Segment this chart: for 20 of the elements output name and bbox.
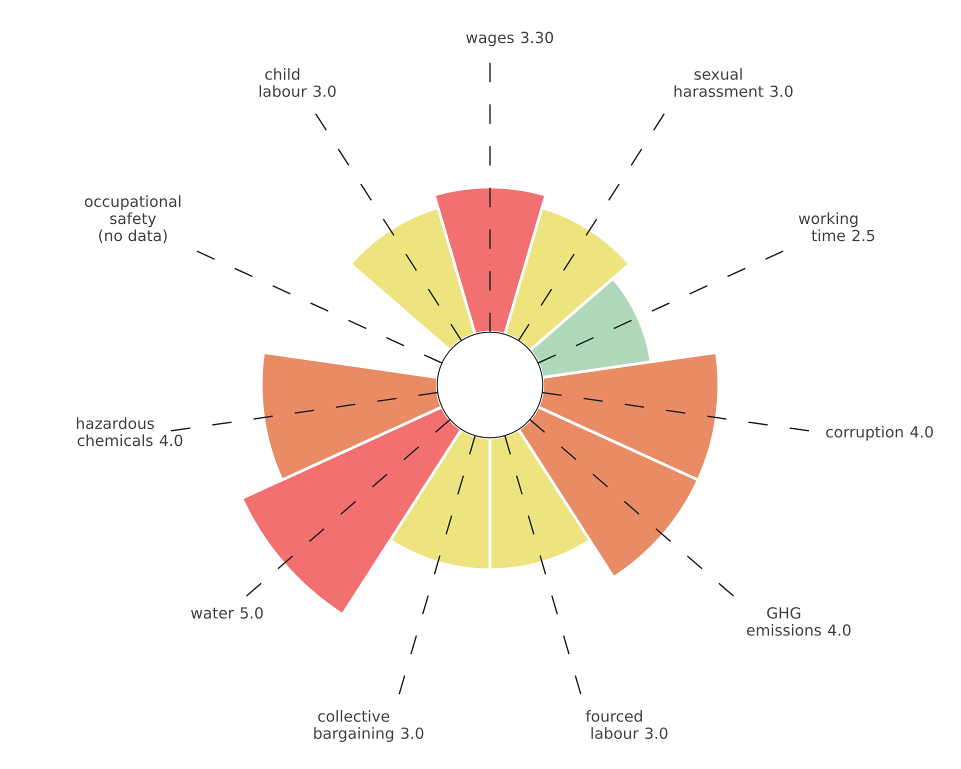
category-label: wages (466, 34, 514, 46)
category-label: sexual harassment (674, 68, 764, 98)
data-label: 3.0 (645, 727, 668, 740)
data-label: 4.0 (910, 426, 933, 438)
data-label: 4.0 (828, 624, 851, 636)
category-label: collective bargaining (314, 710, 394, 742)
data-label: 5.0 (240, 607, 263, 619)
data-label: 4.0 (160, 434, 182, 446)
data-label: 2.5 (852, 230, 874, 242)
category-label: fourced labour (586, 710, 642, 740)
category-label: hazardous chemicals (76, 417, 154, 446)
data-label: 3.0 (401, 727, 424, 740)
category-label: water (191, 608, 234, 619)
data-label: 3.0 (770, 85, 793, 98)
data-label: 3.0 (314, 85, 336, 98)
category-label: GHG emissions (746, 607, 821, 636)
data-label: 3.30 (521, 32, 554, 44)
category-label: child labour (260, 68, 307, 98)
category-label: corruption (826, 426, 903, 441)
category-label: occupational safety (no data) (84, 195, 180, 244)
